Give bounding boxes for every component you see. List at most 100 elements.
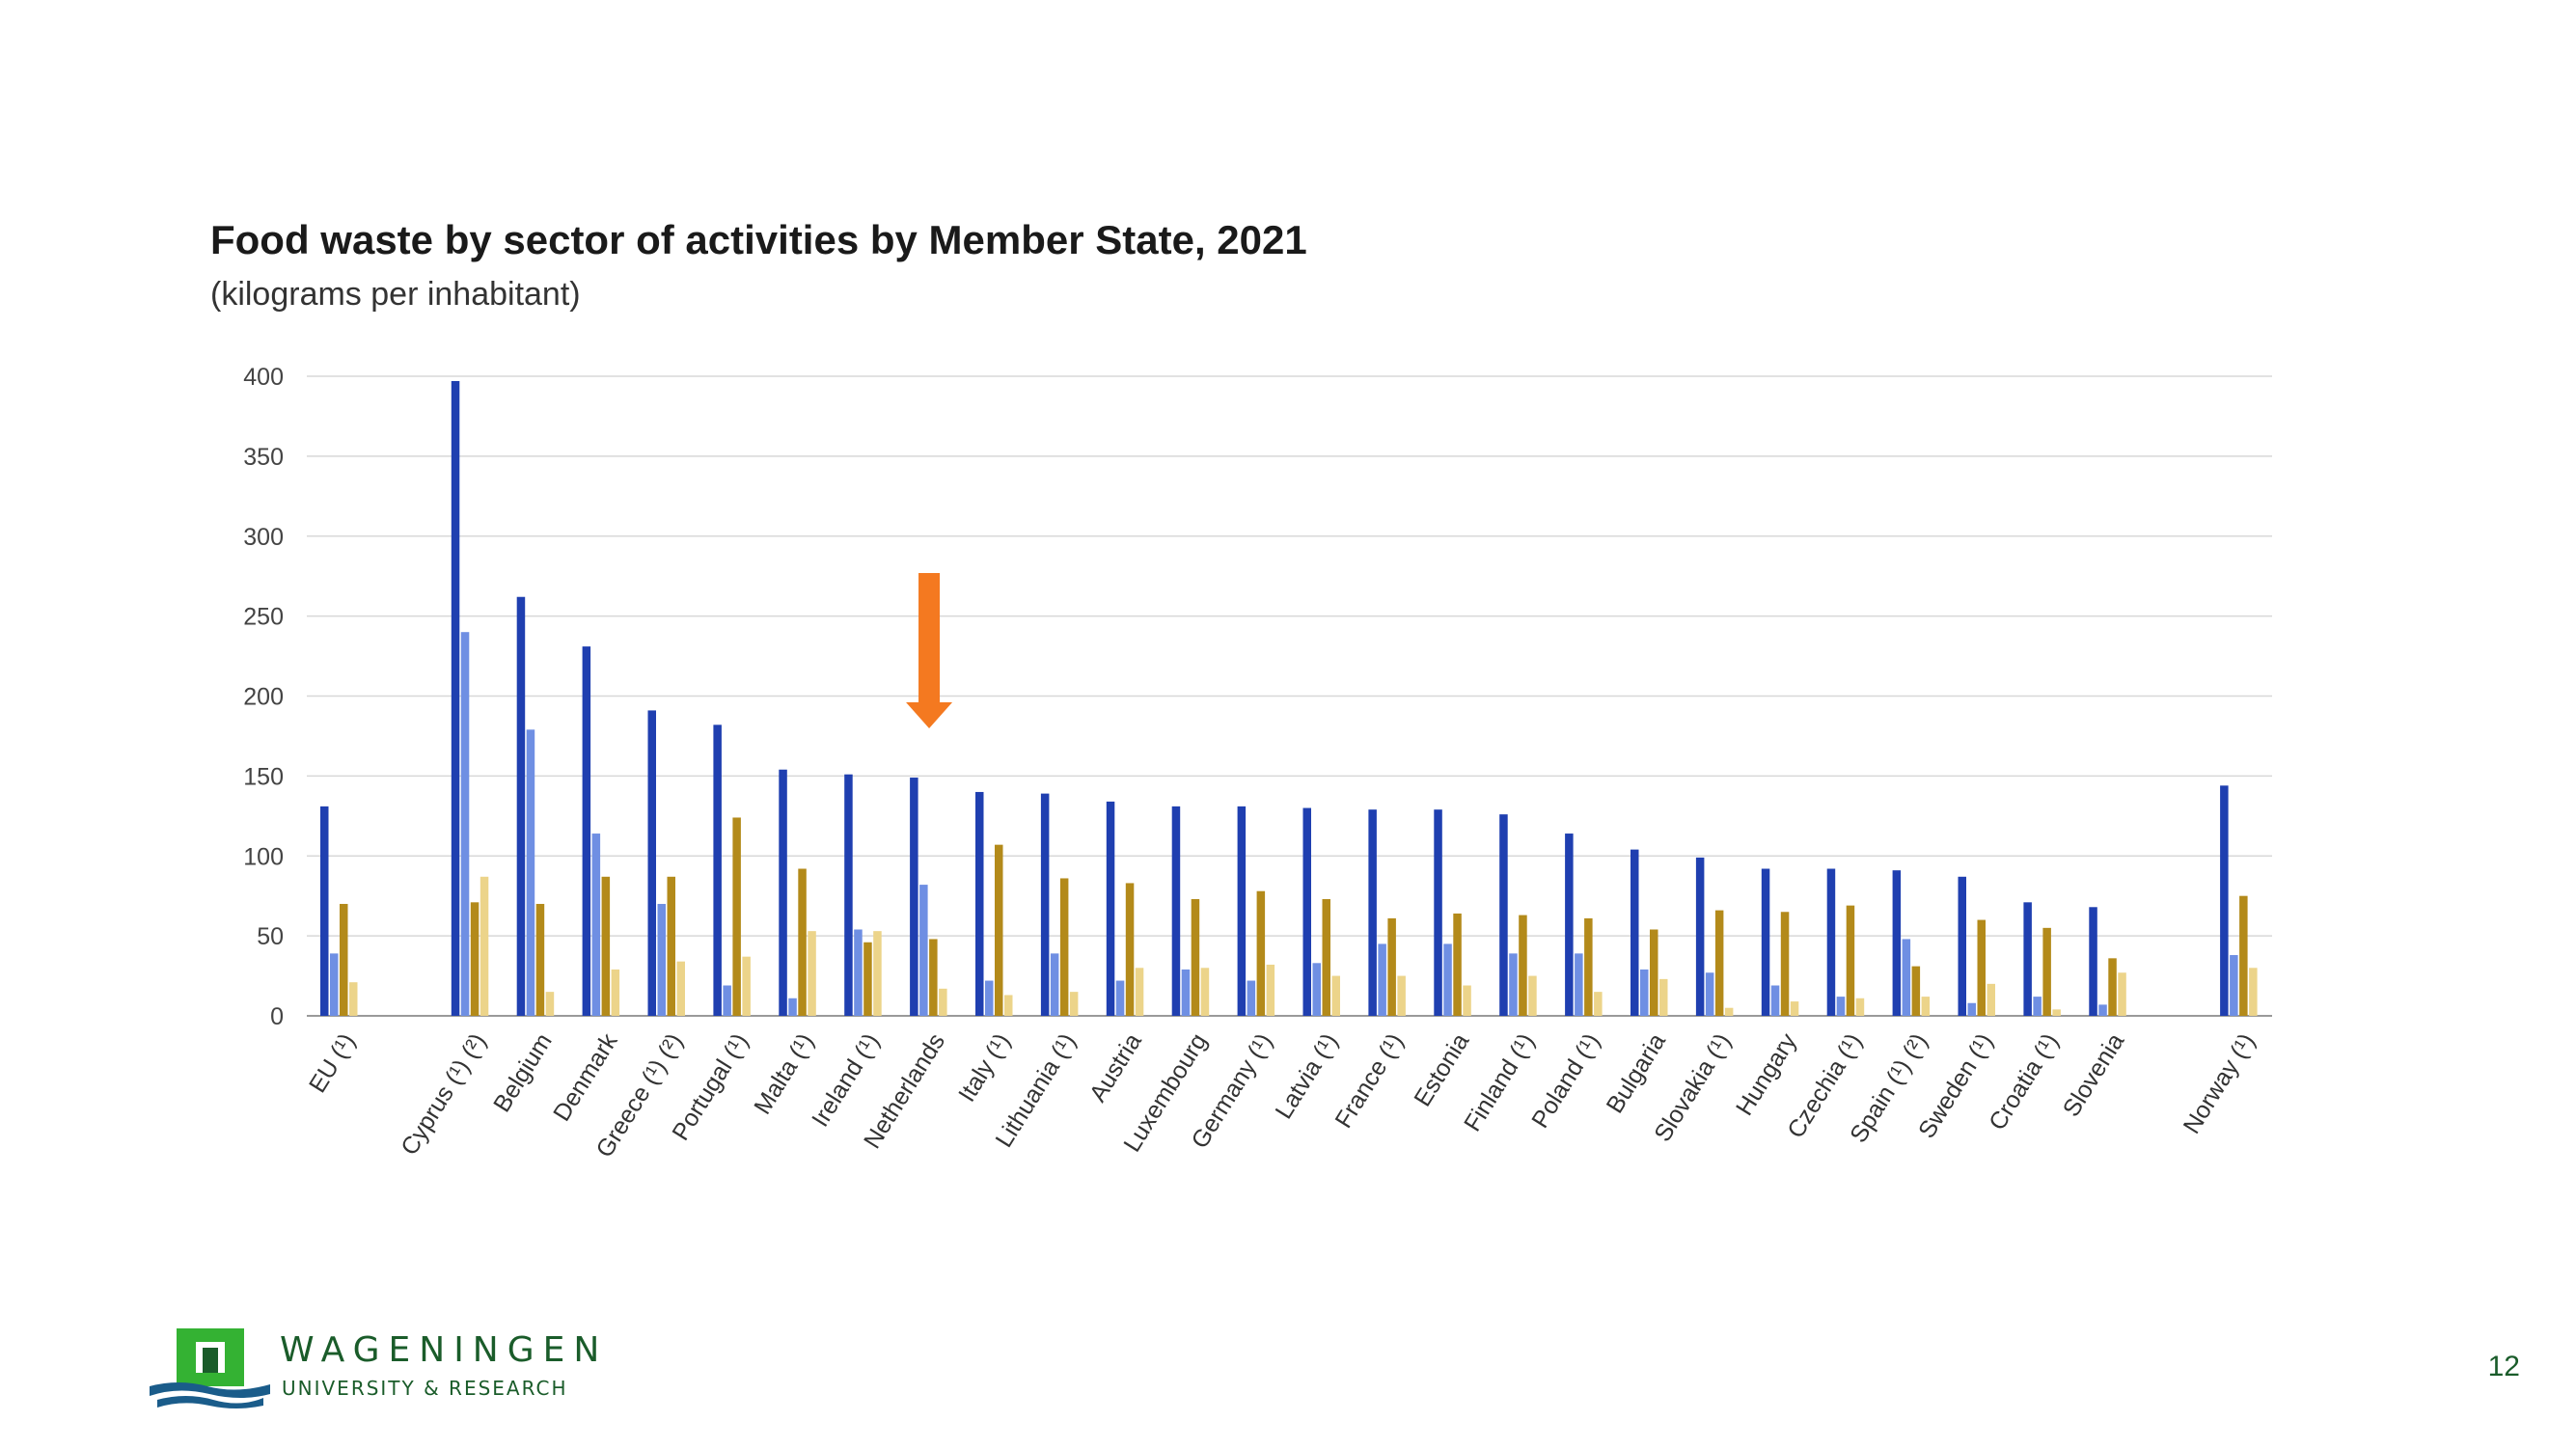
bar — [349, 982, 358, 1016]
bar — [939, 988, 947, 1016]
bar — [1499, 814, 1508, 1016]
bar — [723, 985, 731, 1016]
logo-subtitle: UNIVERSITY & RESEARCH — [282, 1377, 568, 1400]
bar — [1695, 857, 1705, 1016]
arrow-shaft — [918, 573, 941, 702]
y-tick-label: 350 — [243, 444, 284, 471]
bar — [1115, 980, 1125, 1016]
bar — [1761, 868, 1770, 1016]
bar — [480, 876, 489, 1016]
x-tick-label: Estonia — [1409, 1028, 1474, 1111]
bar — [647, 710, 656, 1016]
bar — [1921, 997, 1931, 1016]
chart-subtitle: (kilograms per inhabitant) — [210, 276, 581, 313]
bar — [1977, 919, 1986, 1016]
x-tick-label: Austria — [1084, 1028, 1147, 1107]
bar — [798, 868, 807, 1016]
bar — [2042, 927, 2051, 1016]
bar — [601, 876, 611, 1016]
x-tick-label: Malta (¹) — [749, 1028, 819, 1119]
bar — [1312, 963, 1321, 1016]
y-tick-label: 100 — [243, 843, 284, 870]
bar — [451, 380, 460, 1016]
y-tick-label: 50 — [257, 923, 284, 950]
bar — [535, 903, 545, 1016]
bar — [1826, 868, 1836, 1016]
bar — [732, 817, 741, 1016]
bar — [1059, 878, 1069, 1016]
bar — [910, 778, 918, 1016]
bar — [1397, 975, 1406, 1016]
bar — [919, 885, 928, 1016]
bar — [713, 724, 722, 1016]
bar — [2220, 785, 2229, 1016]
bar — [1855, 998, 1865, 1016]
bar — [808, 931, 816, 1016]
bar — [929, 939, 938, 1016]
bar — [1911, 966, 1921, 1016]
bar — [2098, 1004, 2107, 1016]
bar — [1640, 969, 1649, 1016]
bar — [779, 769, 787, 1016]
bar — [1331, 975, 1340, 1016]
bar — [2249, 968, 2258, 1016]
bar — [873, 931, 882, 1016]
bar — [1575, 953, 1583, 1016]
bar — [1958, 876, 1966, 1016]
x-tick-label: Belgium — [488, 1028, 558, 1116]
bar — [788, 998, 797, 1016]
page-number: 12 — [2487, 1351, 2520, 1382]
bar — [330, 953, 339, 1016]
bar — [1463, 985, 1471, 1016]
bar — [657, 903, 666, 1016]
bar — [516, 596, 526, 1016]
bar — [1836, 997, 1846, 1016]
bar — [844, 774, 853, 1016]
y-tick-label: 200 — [243, 684, 284, 711]
bar — [1770, 985, 1780, 1016]
y-tick-label: 0 — [270, 1003, 284, 1030]
x-tick-label: Slovenia — [2058, 1028, 2130, 1121]
bars — [320, 380, 2258, 1016]
x-tick-label: Cyprus (¹) (²) — [396, 1028, 492, 1160]
x-axis-labels: EU (¹) Cyprus (¹) (²)BelgiumDenmarkGreece… — [304, 1028, 2261, 1162]
bar — [1780, 912, 1790, 1016]
bar — [1106, 801, 1115, 1016]
y-tick-label: 150 — [243, 763, 284, 790]
bar — [1846, 905, 1855, 1016]
bar — [863, 942, 872, 1016]
bar — [320, 806, 329, 1016]
bar — [1594, 992, 1603, 1016]
bar — [1443, 943, 1452, 1016]
y-tick-label: 250 — [243, 604, 284, 631]
x-tick-label: Bulgaria — [1602, 1028, 1671, 1118]
bar — [340, 903, 348, 1016]
bar — [1004, 995, 1013, 1016]
bar — [2230, 955, 2238, 1016]
bar — [1322, 899, 1330, 1016]
bar — [1368, 809, 1377, 1016]
y-tick-label: 300 — [243, 524, 284, 551]
x-tick-label: Hungary — [1731, 1028, 1802, 1120]
bar — [1453, 913, 1462, 1016]
bar — [975, 791, 984, 1016]
x-tick-label: Norway (¹) — [2179, 1028, 2261, 1138]
bar — [582, 646, 591, 1016]
bar — [470, 902, 480, 1016]
bar — [1519, 915, 1527, 1016]
bar — [995, 844, 1003, 1016]
bar — [1256, 890, 1266, 1016]
bar — [1509, 953, 1518, 1016]
bar — [1191, 899, 1200, 1016]
logo-wordmark: WAGENINGEN — [280, 1330, 609, 1370]
x-tick-label: EU (¹) — [304, 1028, 361, 1097]
bar — [1434, 809, 1442, 1016]
bar — [545, 992, 555, 1016]
bar — [460, 632, 470, 1016]
wageningen-logo: WAGENINGEN UNIVERSITY & RESEARCH — [150, 1326, 613, 1413]
bar — [1378, 943, 1386, 1016]
bar — [2023, 902, 2032, 1016]
bar — [2108, 958, 2117, 1016]
bar — [742, 956, 751, 1016]
bar — [667, 876, 675, 1016]
